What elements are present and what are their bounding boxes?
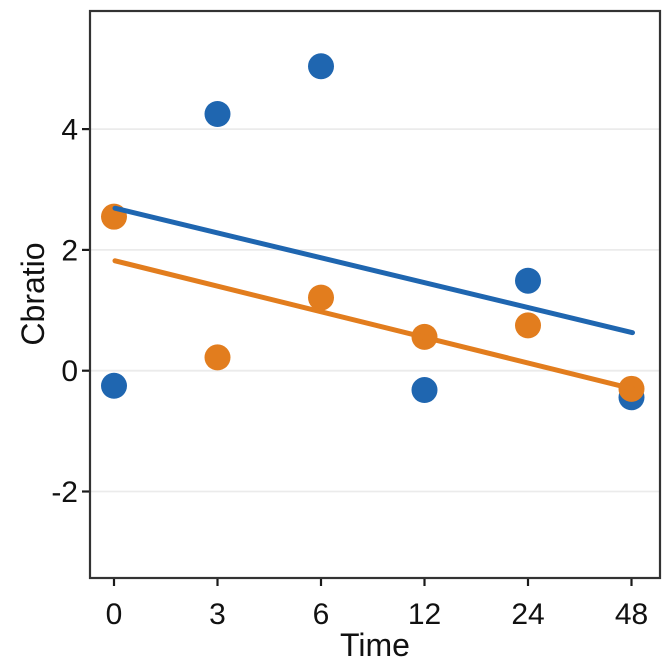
trendline-series-orange (112, 258, 635, 392)
point-series-orange-x3 (204, 344, 231, 371)
x-tick-label-24: 24 (511, 598, 544, 631)
y-axis-title: Cbratio (15, 242, 51, 345)
point-series-orange-x6 (308, 284, 334, 311)
point-series-orange-x24 (515, 312, 541, 339)
y-tick-label-4: 4 (61, 114, 78, 147)
x-tick-label-3: 3 (209, 598, 226, 631)
point-series-blue-x24 (515, 267, 541, 294)
point-series-blue-x0 (101, 372, 127, 399)
point-series-blue-x3 (204, 101, 231, 127)
y-tick-label--2: -2 (51, 476, 78, 509)
x-tick-label-0: 0 (106, 598, 123, 631)
x-tick-label-6: 6 (313, 598, 330, 631)
x-tick-label-12: 12 (408, 598, 441, 631)
point-series-blue-x6 (308, 53, 334, 80)
x-tick-label-48: 48 (615, 598, 648, 631)
y-tick-label-2: 2 (61, 234, 78, 267)
plot-panel (90, 11, 660, 578)
y-tick-label-0: 0 (61, 355, 78, 388)
trendline-series-blue (112, 205, 635, 336)
point-series-blue-x12 (411, 377, 438, 404)
panel-border (88, 9, 662, 580)
x-axis-title: Time (340, 627, 410, 663)
